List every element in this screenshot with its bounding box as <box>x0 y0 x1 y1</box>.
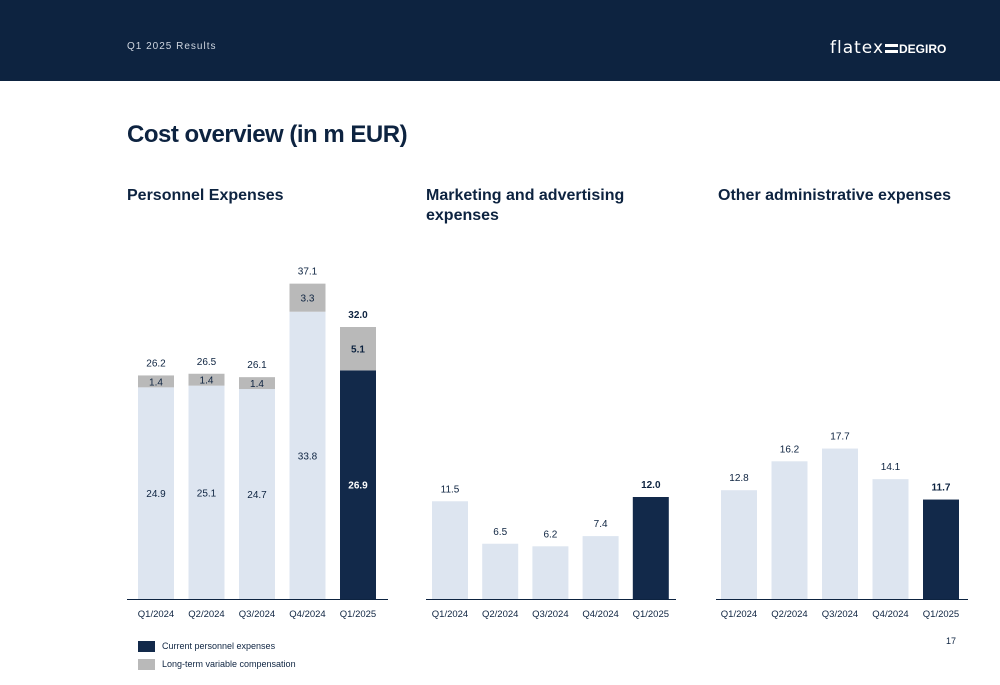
flatex-degiro-logo: flatex DEGIRO <box>830 38 946 58</box>
bar <box>432 501 468 599</box>
x-tick-label: Q4/2024 <box>872 609 908 620</box>
legend-label: Long-term variable compensation <box>162 659 296 669</box>
data-label: 12.0 <box>641 480 661 491</box>
bar-segment-current <box>188 385 225 599</box>
x-tick-label: Q4/2024 <box>289 609 325 620</box>
data-label: 12.8 <box>729 473 749 484</box>
bar-segment-current <box>340 370 376 599</box>
bar <box>532 546 569 599</box>
bar-segment-long-term <box>188 373 225 386</box>
data-label-long-term: 1.4 <box>200 376 214 387</box>
data-label-current: 24.9 <box>146 489 166 500</box>
data-label-long-term: 5.1 <box>351 345 365 356</box>
data-label-long-term: 3.3 <box>301 294 315 305</box>
data-label-total: 26.5 <box>197 357 217 368</box>
x-tick-label: Q3/2024 <box>532 609 568 620</box>
bar <box>771 461 808 599</box>
data-label-current: 33.8 <box>298 451 318 462</box>
data-label: 6.5 <box>493 527 507 538</box>
panel-title-personnel: Personnel Expenses <box>127 187 284 204</box>
bar-segment-long-term <box>340 327 376 371</box>
x-tick-label: Q4/2024 <box>582 609 618 620</box>
data-label-long-term: 1.4 <box>250 379 264 390</box>
bar-segment-current <box>239 389 275 599</box>
x-tick-label: Q1/2025 <box>340 609 376 620</box>
bar <box>582 536 619 599</box>
logo-equals-icon <box>885 44 899 53</box>
data-label: 14.1 <box>881 462 901 473</box>
presentation-subtitle: Q1 2025 Results <box>127 41 217 52</box>
bar <box>872 479 909 599</box>
bar <box>822 448 858 599</box>
bar <box>632 497 669 599</box>
x-tick-label: Q1/2024 <box>138 609 174 620</box>
data-label: 7.4 <box>594 519 608 530</box>
data-label: 11.7 <box>932 483 951 494</box>
bar <box>721 490 757 599</box>
bar-segment-long-term <box>239 377 275 390</box>
logo-flatex-text: flatex <box>830 38 885 58</box>
x-tick-label: Q2/2024 <box>482 609 518 620</box>
x-tick-label: Q1/2024 <box>432 609 468 620</box>
bar-segment-long-term <box>138 375 174 388</box>
x-tick-label: Q3/2024 <box>822 609 858 620</box>
data-label-total: 26.2 <box>146 358 166 369</box>
data-label: 17.7 <box>830 432 850 443</box>
legend-swatch-gray <box>138 659 155 670</box>
x-tick-label: Q1/2025 <box>923 609 959 620</box>
bar-segment-current <box>289 311 326 599</box>
legend-label: Current personnel expenses <box>162 641 276 651</box>
data-label: 11.5 <box>441 484 460 495</box>
data-label-long-term: 1.4 <box>149 377 163 388</box>
data-label-current: 25.1 <box>197 488 217 499</box>
panel-title-other-admin: Other administrative expenses <box>718 187 951 204</box>
x-tick-label: Q2/2024 <box>188 609 224 620</box>
x-tick-label: Q1/2025 <box>633 609 669 620</box>
x-tick-label: Q2/2024 <box>771 609 807 620</box>
legend-swatch-navy <box>138 641 155 652</box>
bar <box>923 499 959 599</box>
data-label: 6.2 <box>543 529 557 540</box>
data-label-total: 37.1 <box>298 267 318 278</box>
data-label-total: 26.1 <box>247 360 267 371</box>
bar-segment-long-term <box>289 283 326 312</box>
data-label-current: 26.9 <box>348 481 368 492</box>
bar <box>482 543 519 599</box>
page-title: Cost overview (in m EUR) <box>127 121 408 148</box>
data-label-total: 32.0 <box>348 310 368 321</box>
logo-degiro-text: DEGIRO <box>899 42 947 56</box>
x-tick-label: Q1/2024 <box>721 609 757 620</box>
x-tick-label: Q3/2024 <box>239 609 275 620</box>
header-bar: Q1 2025 Results flatex DEGIRO <box>0 0 1000 81</box>
panel-title-marketing: Marketing and advertising expenses <box>426 187 625 224</box>
data-label: 16.2 <box>780 444 800 455</box>
page-number: 17 <box>946 636 957 646</box>
bar-segment-current <box>138 387 174 599</box>
data-label-current: 24.7 <box>247 490 267 501</box>
